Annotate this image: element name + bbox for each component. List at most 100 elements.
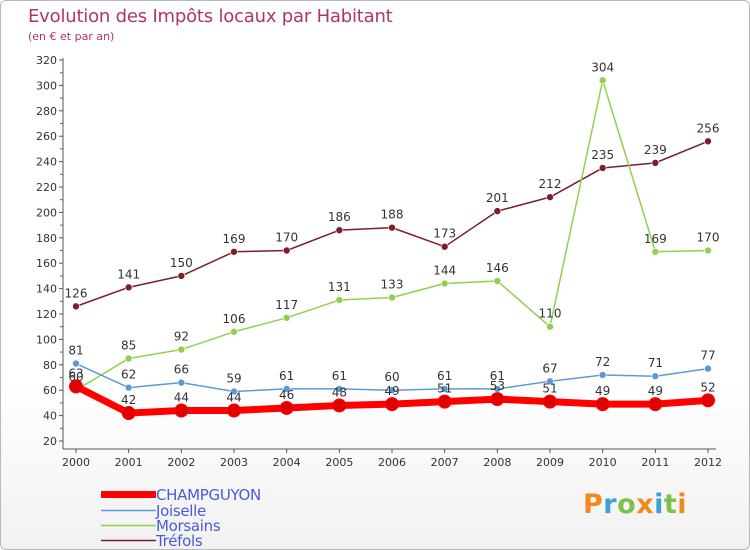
data-point-trefols xyxy=(177,272,186,280)
data-label-morsains: 92 xyxy=(174,330,189,344)
x-tick-label: 2008 xyxy=(483,456,511,469)
proxiti-logo: Proxiti xyxy=(583,489,687,520)
data-point-champguyon xyxy=(279,400,294,415)
series-lines xyxy=(69,76,715,421)
data-point-trefols xyxy=(230,247,238,256)
y-tick-label: 20 xyxy=(43,435,57,448)
legend-label-trefols: Tréfols xyxy=(156,531,203,550)
data-point-trefols xyxy=(704,137,712,146)
x-tick-label: 2003 xyxy=(220,456,248,469)
legend-item-champguyon: CHAMPGUYON xyxy=(101,485,261,504)
x-tick-label: 2007 xyxy=(431,456,459,469)
data-label-trefols: 188 xyxy=(381,208,404,222)
data-label-joiselle: 67 xyxy=(542,361,557,375)
y-tick-label: 160 xyxy=(36,257,57,270)
data-point-joiselle xyxy=(124,383,133,392)
data-label-morsains: 117 xyxy=(275,298,298,312)
data-point-joiselle xyxy=(704,364,712,373)
data-label-morsains: 110 xyxy=(539,307,562,321)
data-point-trefols xyxy=(335,226,344,234)
logo-letter: i xyxy=(654,489,664,520)
data-point-trefols xyxy=(388,223,396,232)
data-point-trefols xyxy=(72,302,80,311)
data-label-champguyon: 49 xyxy=(595,384,610,398)
data-point-morsains xyxy=(651,247,660,256)
data-label-morsains: 60 xyxy=(68,370,83,384)
data-point-morsains xyxy=(230,327,238,336)
logo-letter: P xyxy=(583,489,604,520)
legend-item-joiselle: Joiselle xyxy=(101,502,206,520)
data-label-joiselle: 62 xyxy=(121,368,136,382)
data-point-morsains xyxy=(440,279,449,288)
data-label-morsains: 170 xyxy=(697,231,720,245)
legend-label-champguyon: CHAMPGUYON xyxy=(156,485,261,504)
data-label-joiselle: 61 xyxy=(279,369,294,383)
data-point-joiselle xyxy=(388,386,396,395)
data-point-trefols xyxy=(440,242,449,251)
data-label-joiselle: 61 xyxy=(437,369,452,383)
logo-letter: t xyxy=(663,489,678,520)
data-point-joiselle xyxy=(440,385,449,393)
data-point-morsains xyxy=(546,322,554,331)
data-label-trefols: 173 xyxy=(433,227,456,241)
chart-title: Evolution des Impôts locaux par Habitant xyxy=(28,6,393,27)
y-tick-label: 300 xyxy=(36,79,57,92)
data-point-champguyon xyxy=(490,392,505,407)
x-tick-label: 2001 xyxy=(115,456,143,469)
data-point-trefols xyxy=(124,283,133,292)
y-tick-label: 40 xyxy=(43,410,57,423)
data-label-trefols: 212 xyxy=(539,177,562,191)
y-tick-label: 240 xyxy=(36,156,57,169)
chart-axes: 20 40 60 80 100 120 140 160 180 200 220 240 260 280 30… xyxy=(36,54,722,469)
y-tick-label: 120 xyxy=(36,308,57,321)
data-label-morsains: 169 xyxy=(644,232,667,246)
data-point-joiselle xyxy=(230,387,238,396)
data-point-joiselle xyxy=(546,377,554,386)
legend-label-morsains: Morsains xyxy=(156,516,221,535)
data-label-joiselle: 66 xyxy=(174,363,189,377)
data-label-morsains: 144 xyxy=(433,264,456,278)
y-tick-label: 220 xyxy=(36,181,57,194)
data-label-champguyon: 53 xyxy=(490,379,505,393)
x-tick-label: 2000 xyxy=(62,456,90,469)
data-label-champguyon: 42 xyxy=(121,393,136,407)
data-point-champguyon xyxy=(227,403,241,418)
data-labels: 126 141 150 169 170 186 188 173 201 212 235 239 256 6… xyxy=(65,60,720,407)
data-label-champguyon: 49 xyxy=(648,384,663,398)
data-label-trefols: 235 xyxy=(591,148,614,162)
chart-subtitle: (en € et par an) xyxy=(28,30,115,43)
data-label-trefols: 141 xyxy=(117,267,140,281)
data-label-morsains: 133 xyxy=(381,277,404,291)
y-tick-label: 100 xyxy=(36,333,57,346)
data-point-morsains xyxy=(704,246,712,255)
y-tick-label: 320 xyxy=(36,54,57,67)
x-tick-label: 2005 xyxy=(325,456,353,469)
data-point-champguyon xyxy=(701,393,715,408)
y-tick-label: 260 xyxy=(36,130,57,143)
data-point-trefols xyxy=(546,193,554,201)
x-tick-label: 2011 xyxy=(641,456,669,469)
data-label-trefols: 170 xyxy=(275,231,298,245)
data-point-morsains xyxy=(335,296,344,304)
data-label-morsains: 146 xyxy=(486,261,509,275)
x-tick-label: 2012 xyxy=(694,456,722,469)
logo-letter: o xyxy=(617,489,637,520)
data-point-trefols xyxy=(282,246,291,255)
x-tick-label: 2002 xyxy=(167,456,195,469)
data-point-morsains xyxy=(493,277,502,285)
data-label-champguyon: 51 xyxy=(542,382,557,396)
data-label-champguyon: 63 xyxy=(68,366,83,380)
y-tick-label: 80 xyxy=(43,359,57,372)
data-label-morsains: 304 xyxy=(591,60,614,74)
data-label-morsains: 85 xyxy=(121,338,136,352)
data-point-morsains xyxy=(124,354,133,363)
data-point-morsains xyxy=(282,314,291,322)
legend-swatch-trefols xyxy=(101,539,156,542)
data-label-trefols: 126 xyxy=(65,286,88,300)
legend-swatch-joiselle xyxy=(101,509,156,512)
y-tick-label: 140 xyxy=(36,283,57,296)
data-label-champguyon: 48 xyxy=(332,385,347,399)
y-tick-label: 200 xyxy=(36,206,57,219)
logo-letter: r xyxy=(603,489,618,520)
